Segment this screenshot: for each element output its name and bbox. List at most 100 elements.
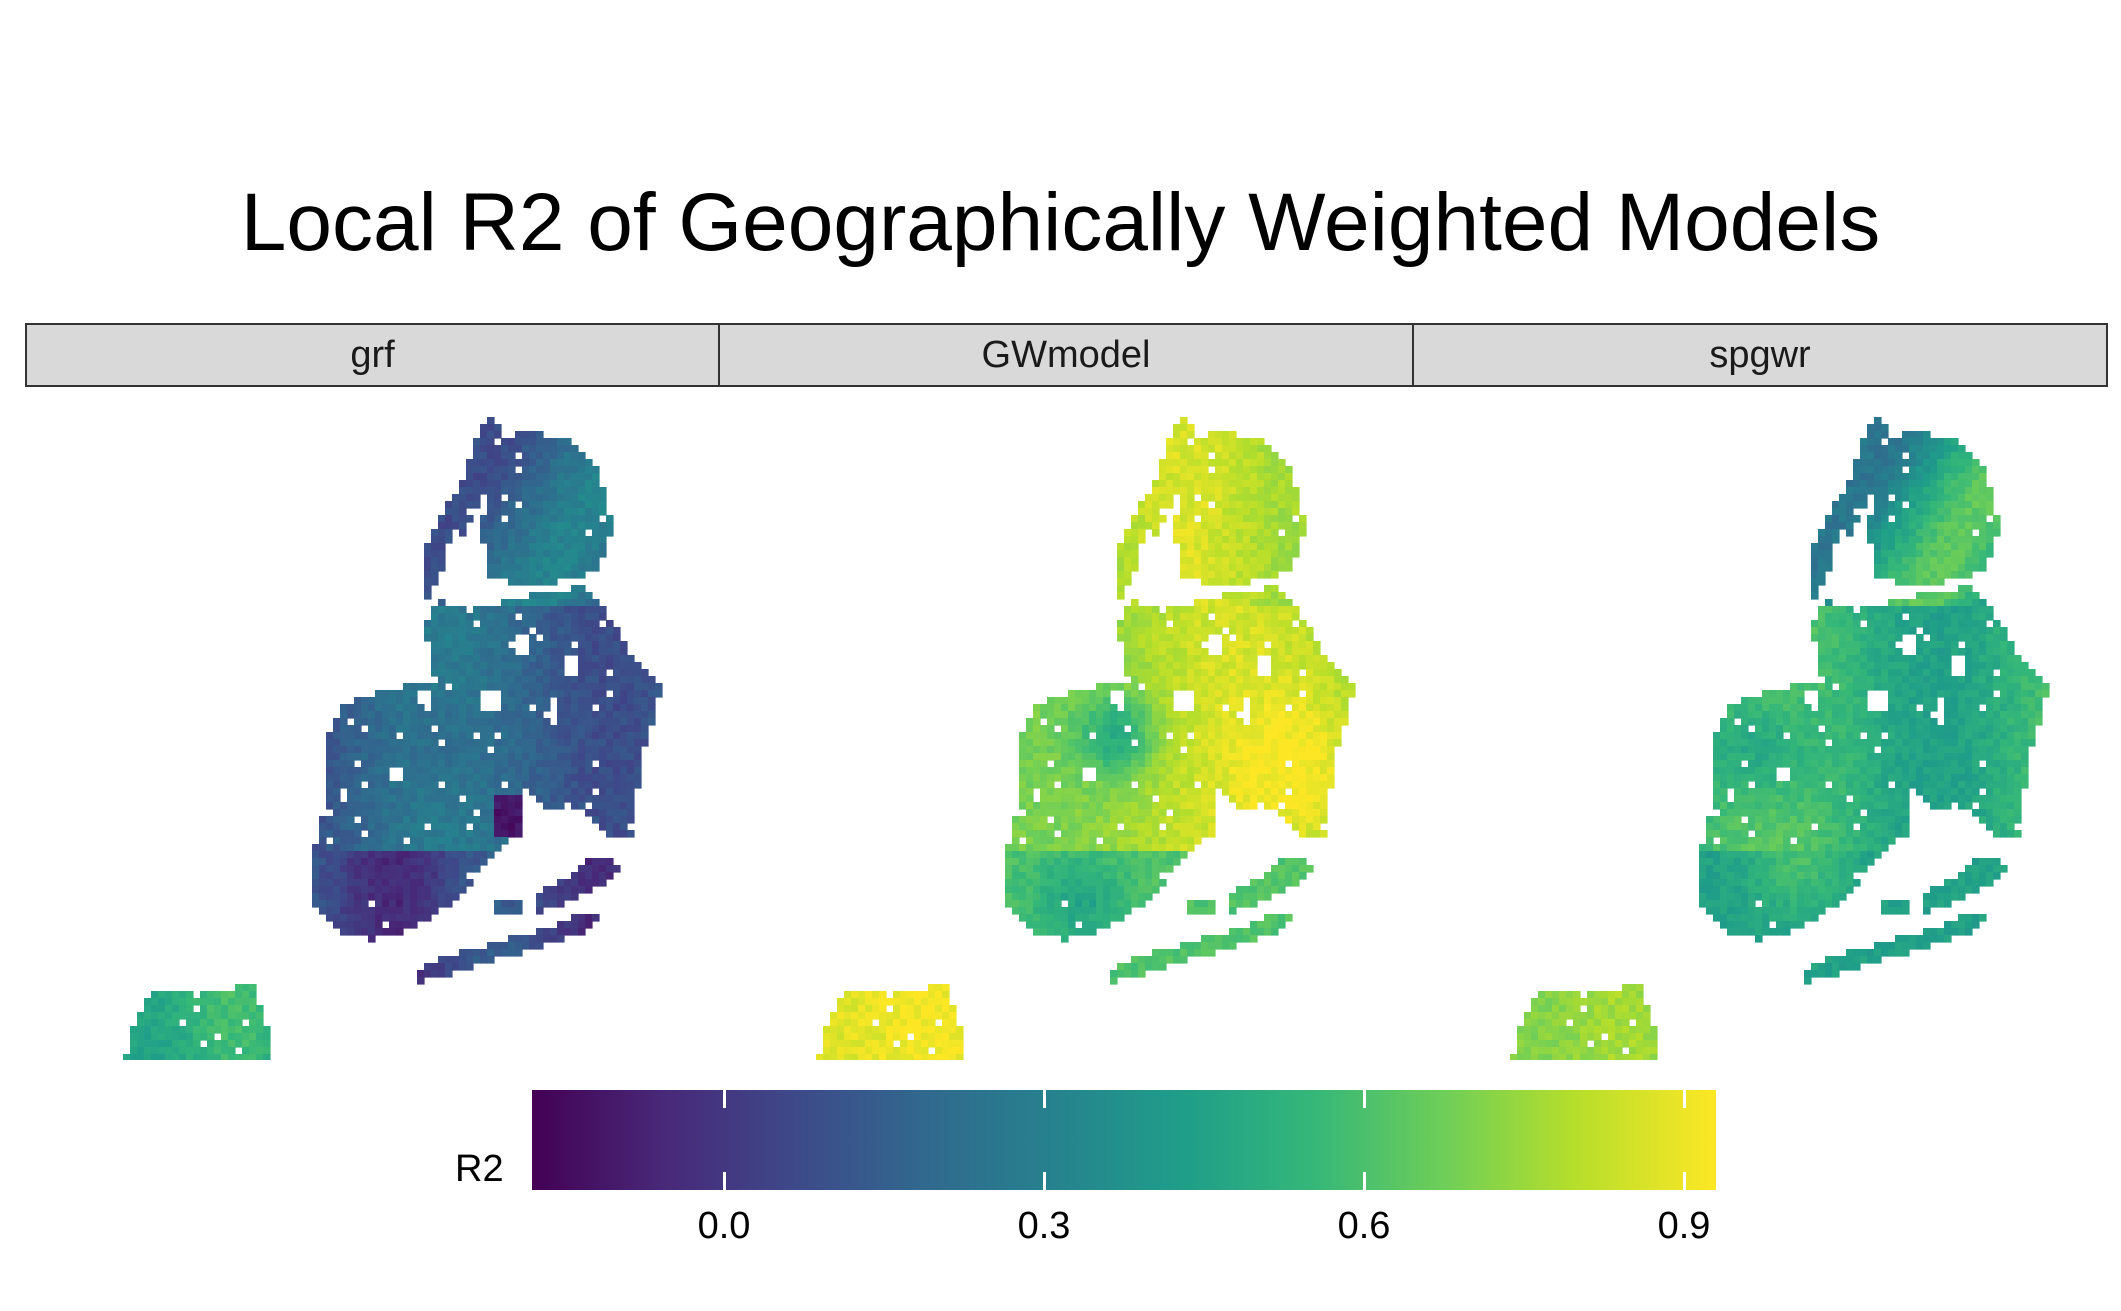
- census-tract: [1215, 515, 1223, 523]
- census-tract: [1264, 571, 1272, 579]
- census-tract: [1243, 508, 1251, 516]
- census-tract: [1082, 809, 1090, 817]
- census-tract: [200, 1054, 208, 1060]
- census-tract: [1187, 746, 1195, 754]
- census-tract: [1909, 431, 1917, 439]
- census-tract: [480, 683, 488, 691]
- census-tract: [1047, 893, 1055, 901]
- census-tract: [1103, 816, 1111, 824]
- census-tract: [382, 760, 390, 768]
- census-tract: [1257, 697, 1265, 705]
- census-tract: [1145, 718, 1153, 726]
- census-tract: [1993, 620, 2001, 628]
- census-tract: [1152, 669, 1160, 677]
- census-tract: [389, 760, 397, 768]
- census-tract: [403, 914, 411, 922]
- census-tract: [1208, 578, 1216, 586]
- census-tract: [1187, 494, 1195, 502]
- census-tract: [1958, 606, 1966, 614]
- census-tract: [473, 844, 481, 852]
- census-tract: [1958, 466, 1966, 474]
- census-tract: [1909, 452, 1917, 460]
- census-tract: [1257, 634, 1265, 642]
- census-tract: [1068, 816, 1076, 824]
- census-tract: [564, 795, 572, 803]
- census-tract: [536, 690, 544, 698]
- census-tract: [1257, 606, 1265, 614]
- census-tract: [1327, 781, 1335, 789]
- census-tract: [872, 1012, 880, 1020]
- census-tract: [634, 718, 642, 726]
- census-tract: [865, 991, 873, 999]
- census-tract: [1194, 711, 1202, 719]
- census-tract: [256, 1054, 264, 1060]
- census-tract: [1909, 606, 1917, 614]
- census-tract: [2007, 648, 2015, 656]
- census-tract: [1341, 718, 1349, 726]
- census-tract: [340, 816, 348, 824]
- census-tract: [1278, 704, 1286, 712]
- census-tract: [389, 690, 397, 698]
- census-tract: [1152, 634, 1160, 642]
- census-tract: [354, 837, 362, 845]
- census-tract: [368, 928, 376, 936]
- census-tract: [417, 767, 425, 775]
- census-tract: [1208, 669, 1216, 677]
- census-tract: [445, 823, 453, 831]
- census-tract: [1173, 725, 1181, 733]
- census-tract: [340, 718, 348, 726]
- census-tract: [312, 858, 320, 866]
- census-tract: [1089, 809, 1097, 817]
- census-tract: [536, 473, 544, 481]
- census-tract: [1180, 767, 1188, 775]
- census-tract: [1250, 501, 1258, 509]
- census-tract: [1096, 704, 1104, 712]
- census-tract: [1916, 494, 1924, 502]
- census-tract: [1145, 501, 1153, 509]
- census-tract: [1166, 697, 1174, 705]
- census-tract: [543, 466, 551, 474]
- census-tract: [1180, 452, 1188, 460]
- census-tract: [1096, 858, 1104, 866]
- census-tract: [452, 872, 460, 880]
- census-tract: [501, 830, 509, 838]
- census-tract: [1909, 494, 1917, 502]
- census-tract: [1222, 522, 1230, 530]
- census-tract: [1117, 816, 1125, 824]
- census-tract: [1124, 711, 1132, 719]
- census-tract: [228, 1019, 236, 1027]
- census-tract: [1860, 627, 1868, 635]
- census-tract: [1972, 543, 1980, 551]
- census-tract: [382, 879, 390, 887]
- census-tract: [620, 697, 628, 705]
- census-tract: [928, 998, 936, 1006]
- census-tract: [1026, 746, 1034, 754]
- census-tract: [1930, 578, 1938, 586]
- census-tract: [333, 858, 341, 866]
- census-tract: [1243, 578, 1251, 586]
- census-tract: [872, 1054, 880, 1060]
- census-tract: [1215, 571, 1223, 579]
- census-tract: [1236, 669, 1244, 677]
- census-tract: [1215, 543, 1223, 551]
- census-tract: [1180, 837, 1188, 845]
- census-tract: [571, 788, 579, 796]
- census-tract: [1236, 508, 1244, 516]
- census-tract: [368, 907, 376, 915]
- census-tract: [1264, 564, 1272, 572]
- census-tract: [403, 795, 411, 803]
- census-tract: [375, 725, 383, 733]
- census-tract: [487, 837, 495, 845]
- census-tract: [452, 641, 460, 649]
- census-tract: [1923, 627, 1931, 635]
- census-tract: [403, 844, 411, 852]
- census-tract: [1888, 536, 1896, 544]
- census-tract: [1965, 620, 1973, 628]
- census-tract: [1138, 508, 1146, 516]
- census-tract: [431, 886, 439, 894]
- census-tract: [221, 1026, 229, 1034]
- census-tract: [1972, 641, 1980, 649]
- census-tract: [165, 1054, 173, 1060]
- census-tract: [1222, 641, 1230, 649]
- census-tract: [1131, 543, 1139, 551]
